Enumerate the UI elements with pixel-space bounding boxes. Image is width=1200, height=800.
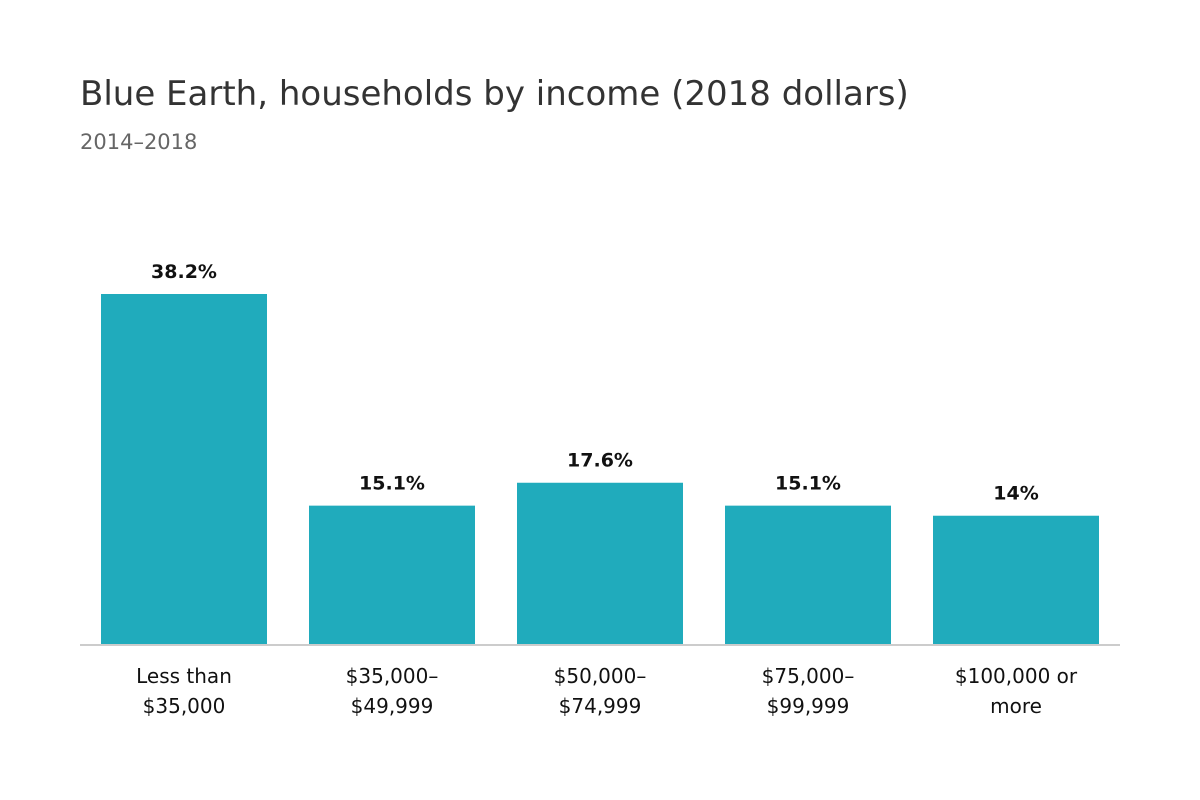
chart-title: Blue Earth, households by income (2018 d…	[80, 74, 909, 114]
x-tick-label-1-line-2: $35,000	[143, 694, 226, 718]
x-tick-label-3-line-1: $50,000–	[554, 664, 647, 688]
bar-1	[101, 294, 267, 644]
x-tick-label-2-line-1: $35,000–	[346, 664, 439, 688]
x-tick-label-5-line-1: $100,000 or	[955, 664, 1078, 688]
x-tick-label-3-line-2: $74,999	[559, 694, 642, 718]
x-tick-label-4-line-2: $99,999	[767, 694, 850, 718]
x-tick-label-1-line-1: Less than	[136, 664, 232, 688]
bar-5	[933, 515, 1099, 644]
x-tick-label-2-line-2: $49,999	[351, 694, 434, 718]
chart-subtitle: 2014–2018	[80, 130, 198, 154]
bar-3	[517, 482, 683, 644]
bar-2	[309, 505, 475, 644]
data-label-4: 15.1%	[775, 473, 841, 495]
data-label-1: 38.2%	[151, 261, 217, 283]
data-label-3: 17.6%	[567, 450, 633, 472]
data-label-5: 14%	[993, 483, 1038, 505]
x-tick-label-5-line-2: more	[990, 694, 1042, 718]
bar-4	[725, 505, 891, 644]
data-label-2: 15.1%	[359, 473, 425, 495]
x-tick-label-4-line-1: $75,000–	[762, 664, 855, 688]
